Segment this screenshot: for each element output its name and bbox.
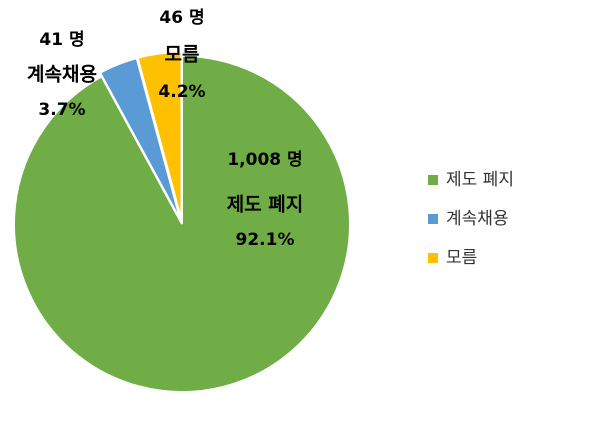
pie-slice — [136, 51, 183, 221]
value-label: 41 명 — [39, 30, 84, 50]
legend-label: 제도 폐지 — [446, 170, 514, 190]
percent-label: 4.2% — [158, 82, 205, 102]
value-label: 1,008 명 — [227, 150, 302, 170]
percent-label: 92.1% — [236, 230, 295, 250]
category-label: 계속채용 — [27, 64, 97, 86]
pie-slice — [13, 54, 351, 393]
category-label: 제도 폐지 — [227, 194, 304, 216]
legend-swatch — [428, 214, 438, 224]
value-label: 46 명 — [159, 8, 204, 28]
category-label: 모름 — [165, 44, 200, 66]
legend-swatch — [428, 175, 438, 185]
legend-swatch — [428, 253, 438, 263]
percent-label: 3.7% — [38, 100, 85, 120]
legend-label: 계속채용 — [446, 209, 509, 229]
legend-label: 모름 — [446, 248, 477, 268]
pie-slice — [98, 56, 182, 221]
